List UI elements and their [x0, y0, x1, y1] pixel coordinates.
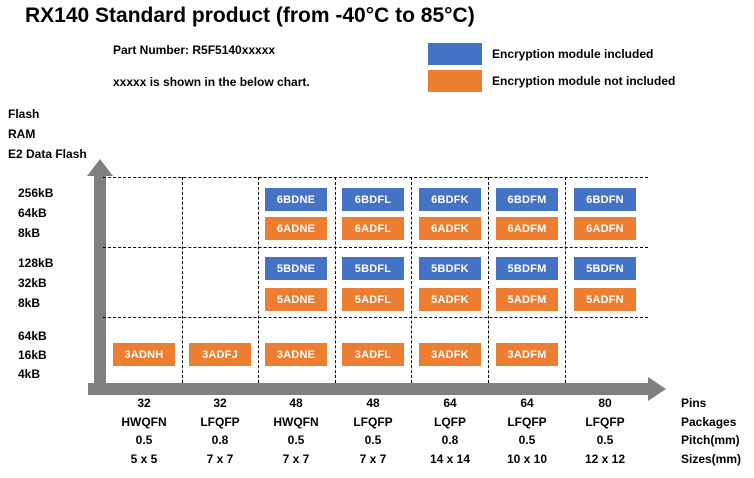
y-axis-line [94, 174, 106, 395]
part-chip-6BDFK: 6BDFK [419, 188, 481, 211]
part-chip-3ADFK: 3ADFK [419, 343, 481, 366]
memory-caption-e2: E2 Data Flash [8, 147, 87, 161]
grid-vline [411, 177, 412, 383]
memory-label: 16kB [18, 348, 47, 362]
memory-label: 8kB [18, 226, 41, 240]
part-chip-5BDFM: 5BDFM [496, 257, 558, 280]
footer-size: 10 x 10 [506, 452, 548, 466]
footer-pins: 80 [598, 396, 612, 410]
footer-package: LFQFP [507, 415, 547, 429]
legend-label-not-included: Encryption module not included [492, 74, 676, 88]
y-axis-arrowhead [87, 159, 113, 176]
part-chip-6ADFL: 6ADFL [342, 217, 404, 240]
grid-hline [103, 247, 648, 248]
memory-label: 4kB [18, 367, 41, 381]
axis-row-caption: Pins [681, 396, 707, 410]
memory-label: 64kB [18, 329, 47, 343]
footer-pitch: 0.5 [364, 433, 382, 447]
footer-package: LFQFP [200, 415, 240, 429]
part-chip-5ADFL: 5ADFL [342, 288, 404, 311]
memory-caption-ram: RAM [8, 127, 36, 141]
page-title: RX140 Standard product (from -40°C to 85… [25, 4, 475, 27]
part-chip-3ADFL: 3ADFL [342, 343, 404, 366]
memory-label: 32kB [18, 276, 47, 290]
part-chip-5BDNE: 5BDNE [265, 257, 327, 280]
footer-package: HWQFN [121, 415, 167, 429]
footer-size: 7 x 7 [359, 452, 387, 466]
part-chip-5ADNE: 5ADNE [265, 288, 327, 311]
part-chip-5ADFM: 5ADFM [496, 288, 558, 311]
part-chip-5BDFK: 5BDFK [419, 257, 481, 280]
axis-row-caption: Packages [681, 415, 737, 429]
part-chip-5ADFK: 5ADFK [419, 288, 481, 311]
footer-package: LFQFP [585, 415, 625, 429]
footer-size: 14 x 14 [429, 452, 471, 466]
grid-vline [182, 177, 183, 383]
memory-label: 64kB [18, 206, 47, 220]
x-axis-line [88, 383, 648, 395]
footer-size: 12 x 12 [584, 452, 626, 466]
part-chip-6ADFM: 6ADFM [496, 217, 558, 240]
legend-label-included: Encryption module included [492, 47, 654, 61]
footer-pins: 64 [520, 396, 534, 410]
footer-size: 7 x 7 [206, 452, 234, 466]
footer-pitch: 0.5 [287, 433, 305, 447]
memory-label: 8kB [18, 296, 41, 310]
memory-label: 128kB [18, 256, 54, 270]
footer-pitch: 0.8 [441, 433, 459, 447]
footer-pitch: 0.5 [596, 433, 614, 447]
axis-row-caption: Sizes(mm) [681, 452, 742, 466]
memory-label: 256kB [18, 186, 54, 200]
grid-hline [103, 317, 648, 318]
part-chip-3ADFJ: 3ADFJ [189, 343, 251, 366]
part-chip-3ADNH: 3ADNH [113, 343, 175, 366]
part-chip-6ADNE: 6ADNE [265, 217, 327, 240]
grid-vline [258, 177, 259, 383]
part-chip-6BDFL: 6BDFL [342, 188, 404, 211]
legend-swatch-not-included [428, 70, 482, 92]
part-chip-6BDFM: 6BDFM [496, 188, 558, 211]
footer-pins: 48 [289, 396, 303, 410]
footer-pins: 48 [366, 396, 380, 410]
chart-note: xxxxx is shown in the below chart. [113, 75, 310, 89]
grid-vline [565, 177, 566, 383]
footer-pins: 32 [137, 396, 151, 410]
footer-pitch: 0.5 [135, 433, 153, 447]
part-chip-6ADFK: 6ADFK [419, 217, 481, 240]
legend-swatch-included [428, 43, 482, 65]
part-chip-6BDNE: 6BDNE [265, 188, 327, 211]
part-chip-6BDFN: 6BDFN [574, 188, 636, 211]
footer-pitch: 0.5 [518, 433, 536, 447]
footer-pins: 32 [213, 396, 227, 410]
part-chip-5ADFN: 5ADFN [574, 288, 636, 311]
footer-size: 7 x 7 [282, 452, 310, 466]
part-chip-3ADFM: 3ADFM [496, 343, 558, 366]
part-chip-6ADFN: 6ADFN [574, 217, 636, 240]
grid-vline [488, 177, 489, 383]
memory-caption-flash: Flash [8, 107, 40, 121]
grid-vline [335, 177, 336, 383]
part-chip-3ADNE: 3ADNE [265, 343, 327, 366]
footer-package: LFQFP [353, 415, 393, 429]
x-axis-arrowhead [648, 377, 666, 401]
footer-size: 5 x 5 [130, 452, 158, 466]
grid-hline [103, 177, 648, 178]
footer-pins: 64 [443, 396, 457, 410]
part-number-note: Part Number: R5F5140xxxxx [113, 43, 276, 57]
part-chip-5BDFL: 5BDFL [342, 257, 404, 280]
axis-row-caption: Pitch(mm) [681, 433, 740, 447]
part-chip-5BDFN: 5BDFN [574, 257, 636, 280]
footer-package: HWQFN [273, 415, 319, 429]
footer-package: LQFP [434, 415, 466, 429]
footer-pitch: 0.8 [211, 433, 229, 447]
